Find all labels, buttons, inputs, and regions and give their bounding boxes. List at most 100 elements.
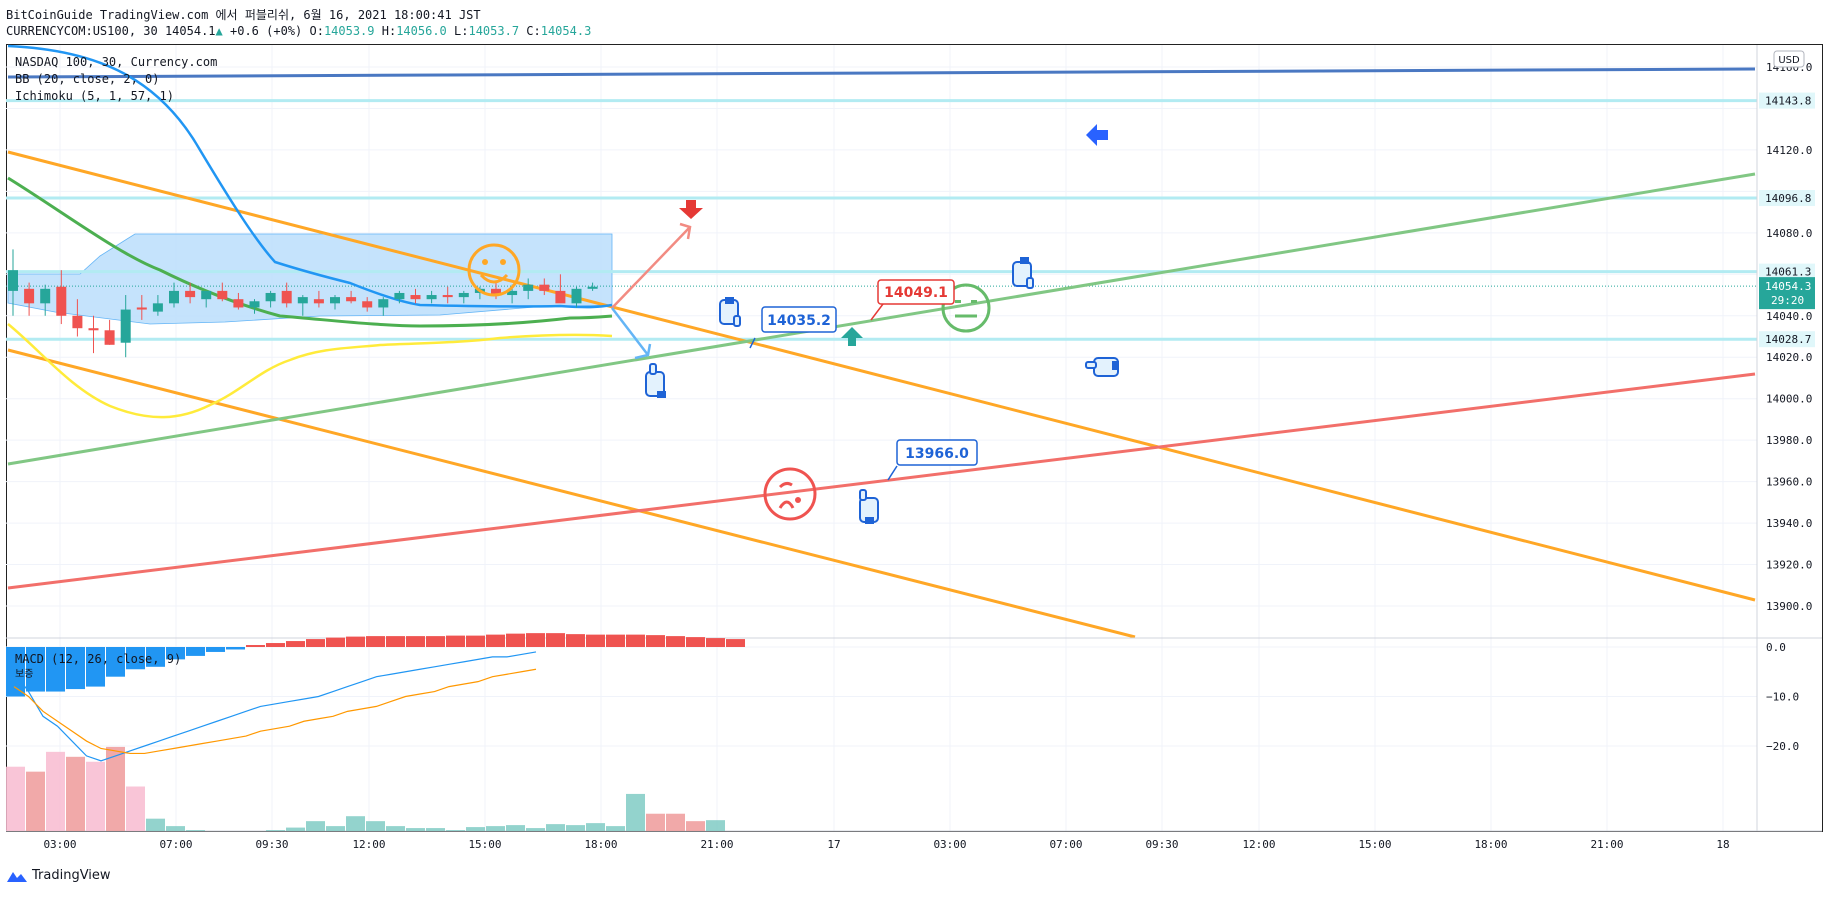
low-label: L: [454,24,469,38]
macd-axis: 0.0 −10.0 −20.0 [1766,641,1799,753]
open-value: 14053.9 [323,24,375,38]
candle-body [297,297,308,304]
x-tick-label: 15:00 [1358,838,1391,851]
candle-body [281,290,292,304]
x-tick-label: 18:00 [584,838,617,851]
candle-body [330,297,340,304]
level-badge [1759,190,1815,207]
candle-body [394,292,405,300]
symbol-label: CURRENCYCOM:US100, 30 [6,24,158,38]
candle-body [217,290,228,300]
price-axis: 14160.014120.014080.014040.014020.014000… [1766,61,1812,613]
currency-badge[interactable]: USD [1773,50,1805,68]
macd-hist-bar [686,637,705,647]
candle-body [410,295,421,300]
macd-hist-bar [566,634,585,647]
red-arrow-up-head [679,222,692,240]
macd-volume-bar [126,786,145,831]
level-badge-label: 14061.3 [1765,266,1811,279]
x-tick-label: 21:00 [700,838,733,851]
candle-body [491,288,501,296]
macd-volume-bar [166,826,185,831]
macd-volume-bar [486,826,505,831]
macd-hist-bar [406,636,425,647]
candle-body [88,328,99,331]
macd-hist-bar [446,635,465,647]
tradingview-footer[interactable]: TradingView [6,868,111,883]
macd-volume-bar [286,827,305,831]
candle-body [458,292,469,298]
macd-hist-bar [546,633,565,647]
candle-body [40,288,51,304]
x-tick-label: 09:30 [255,838,288,851]
candle-body [24,288,35,304]
horizontal-levels [6,99,1757,341]
red-arrow-up-line [611,226,691,309]
macd-hist-bar [486,634,505,647]
low-value: 14053.7 [468,24,520,38]
macd-hist-bar [646,635,665,647]
macd-hist-bar [66,647,85,690]
macd-volume-bar [46,751,65,831]
macd-hist-bar [246,645,265,647]
green-up-arrow-icon [841,327,863,346]
x-tick-label: 15:00 [468,838,501,851]
macd-volume-bar [446,830,465,831]
y-tick-label: 13920.0 [1766,559,1812,572]
drawings: 14035.2 14049.1 13966.0 [467,124,1119,524]
macd-hist-bar [526,633,545,647]
macd-volume-bar [406,828,425,831]
candle-body [233,299,244,308]
ichimoku-fast-line [7,176,613,328]
last-price-badge [1759,277,1815,310]
macd-volume-bar [146,818,165,831]
x-tick-label: 18 [1716,838,1729,851]
macd-line [13,651,537,762]
close-label: C: [526,24,541,38]
legend-bb: BB (20, close, 2, 0) [15,72,160,86]
macd-hist-bar [306,639,325,647]
open-label: O: [309,24,324,38]
macd-hist-bar [706,638,725,647]
macd-hist-bar [206,647,225,652]
high-label: H: [381,24,397,38]
macd-y-tick-label: −10.0 [1766,691,1799,704]
macd-hist-bar [326,637,345,647]
chart-legend: NASDAQ 100, 30, Currency.com BB (20, clo… [15,55,217,680]
candle-body [185,290,196,298]
macd-hist-bar [606,634,625,647]
macd-hist-bar [286,641,305,647]
high-value: 14056.0 [396,24,447,38]
candle-body [8,270,18,291]
trendlines [7,67,1756,639]
macd-hist-bar [506,633,525,647]
candle-body [104,330,115,345]
candles [8,249,598,358]
level-badge [1759,92,1815,109]
callout-14049-label: 14049.1 [884,285,948,301]
blue-left-arrow-icon [1086,124,1108,146]
bb-line [7,44,613,309]
ichimoku-cloud [7,233,613,325]
macd-volume-bar [26,771,45,831]
smile-face-icon [467,243,521,297]
macd-volume-bar [466,827,485,831]
macd-hist-bar [26,647,45,692]
macd-volume-bar [606,826,625,831]
legend-ichimoku: Ichimoku (5, 1, 57, 1) [15,89,174,103]
macd-hist-bar [466,635,485,647]
sad-face-icon [763,467,817,521]
top-blue-line [7,67,1756,79]
y-tick-label: 14020.0 [1766,351,1812,364]
candle-body [362,301,373,308]
price-badges: 14143.8 14096.8 14061.3 14028.7 14054.329:20 [1759,92,1815,348]
macd-volume-bar [346,816,365,831]
macd-volume-bar [106,746,125,831]
orange-upper-trendline [7,150,1756,602]
macd-hist-bar [6,647,25,697]
green-trendline [7,172,1756,466]
macd-hist-bar [366,636,385,647]
currency-badge-label: USD [1778,55,1800,66]
candle-body [555,290,566,304]
